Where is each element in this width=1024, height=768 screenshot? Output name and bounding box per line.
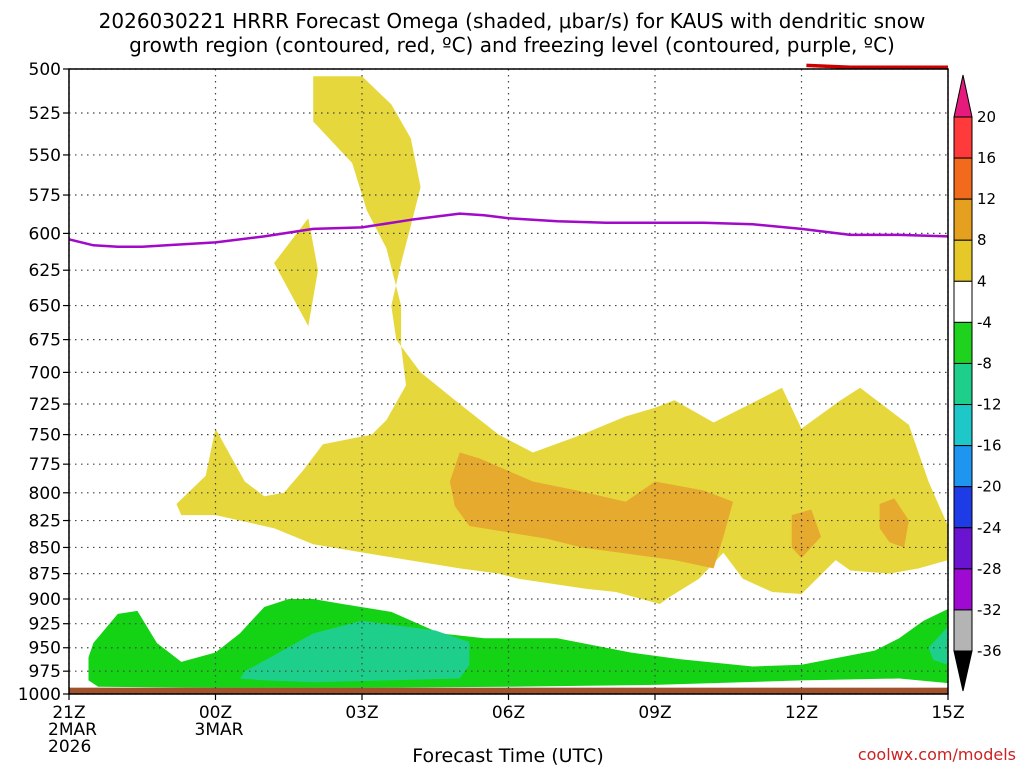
contour-lines (69, 63, 948, 249)
colorbar-label-12: -32 (977, 601, 1002, 619)
x-tick-label-2-0: 03Z (345, 703, 378, 723)
colorbar: 20 16 12 8 4 -4 -8 -12 -16 -20 -24 -28 -32 -36 (953, 74, 1002, 692)
x-tick-label-4-0: 09Z (638, 703, 671, 723)
x-tick-label-0-2: 2026 (48, 737, 91, 757)
colorbar-segment-3 (953, 239, 973, 282)
colorbar-segment-5 (953, 321, 973, 364)
contour-line-1 (806, 63, 948, 69)
shaded-region-3-1 (928, 626, 948, 665)
x-axis-label: Forecast Time (UTC) (412, 745, 603, 767)
y-tick-label-13: 825 (29, 512, 61, 532)
colorbar-label-3: 8 (977, 231, 987, 249)
x-tick-label-5-0: 12Z (785, 703, 818, 723)
contour-line-0 (69, 212, 948, 249)
colorbar-label-0: 20 (977, 108, 996, 126)
colorbar-label-10: -24 (977, 519, 1002, 537)
shaded-region-0-1 (274, 218, 318, 327)
colorbar-segment-12 (953, 609, 973, 652)
x-tick-label-0-1: 2MAR (48, 720, 97, 740)
x-tick-label-1-0: 00Z (199, 703, 232, 723)
colorbar-segment-1 (953, 157, 973, 200)
plot-area (68, 63, 949, 695)
y-tick-label-0: 500 (29, 60, 61, 80)
y-tick-label-5: 625 (29, 261, 61, 281)
y-tick-label-17: 925 (29, 615, 61, 635)
colorbar-label-7: -12 (977, 396, 1002, 414)
y-tick-label-9: 725 (29, 395, 61, 415)
colorbar-bottom-arrow (953, 650, 973, 692)
x-tick-label-0-0: 21Z (52, 703, 85, 723)
colorbar-label-9: -20 (977, 478, 1002, 496)
colorbar-label-11: -28 (977, 560, 1002, 578)
colorbar-segment-2 (953, 198, 973, 241)
surface-band (69, 687, 948, 694)
colorbar-segment-4 (953, 280, 973, 323)
y-tick-label-3: 575 (29, 186, 61, 206)
y-tick-label-4: 600 (29, 224, 61, 244)
chart-title-line-2: growth region (contoured, red, ºC) and f… (129, 33, 895, 57)
y-tick-label-11: 775 (29, 455, 61, 475)
y-tick-label-14: 850 (29, 538, 61, 558)
colorbar-segment-6 (953, 362, 973, 406)
omega-shading (69, 76, 948, 694)
y-axis-pressure: 500 525 550 575 600 625 650 675 700 725 750 775 800 8… (18, 60, 69, 705)
y-tick-label-19: 975 (29, 662, 61, 682)
y-tick-label-6: 650 (29, 297, 61, 317)
shaded-region-1-1 (791, 509, 821, 558)
colorbar-label-2: 12 (977, 190, 996, 208)
y-tick-label-16: 900 (29, 590, 61, 610)
shaded-region-1-0 (449, 452, 734, 569)
y-tick-label-18: 950 (29, 639, 61, 659)
x-tick-label-1-1: 3MAR (195, 720, 244, 740)
colorbar-segment-7 (953, 404, 973, 447)
shaded-region-0-0 (176, 76, 948, 604)
x-tick-label-6-0: 15Z (931, 703, 964, 723)
colorbar-segment-0 (953, 116, 973, 159)
colorbar-label-13: -36 (977, 642, 1002, 660)
shaded-region-1-2 (879, 498, 909, 548)
shaded-region-3-0 (239, 620, 470, 683)
colorbar-label-5: -4 (977, 313, 992, 331)
y-tick-label-10: 750 (29, 426, 61, 446)
y-tick-label-15: 875 (29, 565, 61, 585)
chart-title-line-1: 2026030221 HRRR Forecast Omega (shaded, … (99, 9, 926, 33)
colorbar-segment-9 (953, 486, 973, 529)
colorbar-label-4: 4 (977, 272, 987, 290)
y-tick-label-12: 800 (29, 484, 61, 504)
credit-text: coolwx.com/models (858, 745, 1016, 764)
colorbar-segment-8 (953, 445, 973, 488)
colorbar-segment-10 (953, 527, 973, 570)
y-tick-label-20: 1000 (18, 685, 61, 705)
y-tick-label-7: 675 (29, 331, 61, 351)
colorbar-top-arrow (953, 74, 973, 118)
colorbar-segment-11 (953, 568, 973, 611)
colorbar-label-1: 16 (977, 149, 996, 167)
y-tick-label-1: 525 (29, 104, 61, 124)
y-tick-label-2: 550 (29, 146, 61, 166)
x-tick-label-3-0: 06Z (492, 703, 525, 723)
colorbar-label-8: -16 (977, 437, 1002, 455)
y-tick-label-8: 700 (29, 363, 61, 383)
colorbar-label-6: -8 (977, 354, 992, 372)
